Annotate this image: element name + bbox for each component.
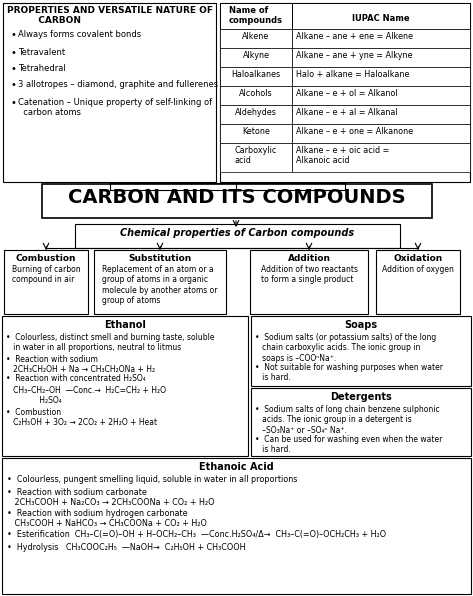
Text: Catenation – Unique property of self-linking of
  carbon atoms: Catenation – Unique property of self-lin… — [18, 98, 212, 117]
Text: Alkane – ane + ene = Alkene: Alkane – ane + ene = Alkene — [296, 32, 413, 41]
Text: Ketone: Ketone — [242, 127, 270, 136]
Text: Tetravalent: Tetravalent — [18, 48, 65, 57]
Text: Detergents: Detergents — [330, 392, 392, 402]
Text: Aldehydes: Aldehydes — [235, 108, 277, 117]
Text: Combustion: Combustion — [16, 254, 76, 263]
Text: Oxidation: Oxidation — [394, 254, 443, 263]
Bar — [376, 250, 460, 314]
Text: •  Can be used for washing even when the water
   is hard.: • Can be used for washing even when the … — [255, 435, 442, 454]
Text: •: • — [10, 64, 16, 74]
Bar — [220, 3, 292, 29]
Text: Alkane – e + al = Alkanal: Alkane – e + al = Alkanal — [296, 108, 398, 117]
Bar — [4, 250, 88, 314]
Bar — [250, 250, 368, 314]
Text: Burning of carbon
compound in air: Burning of carbon compound in air — [12, 265, 80, 284]
Bar — [292, 3, 470, 29]
Text: •  Reaction with sodium
   2CH₃CH₂OH + Na → CH₃CH₂ONa + H₂: • Reaction with sodium 2CH₃CH₂OH + Na → … — [6, 355, 155, 374]
Text: •  Reaction with concentrated H₂SO₄: • Reaction with concentrated H₂SO₄ — [6, 374, 146, 383]
Text: •  Hydrolysis   CH₃COOC₂H₅  —NaOH→  C₂H₅OH + CH₃COOH: • Hydrolysis CH₃COOC₂H₅ —NaOH→ C₂H₅OH + … — [7, 543, 245, 552]
Text: IUPAC Name: IUPAC Name — [352, 14, 410, 23]
Text: Alkane – e + oic acid =
Alkanoic acid: Alkane – e + oic acid = Alkanoic acid — [296, 146, 389, 166]
Bar — [220, 86, 292, 105]
Text: •  Sodium salts (or potassium salts) of the long
   chain carboxylic acids. The : • Sodium salts (or potassium salts) of t… — [255, 333, 436, 363]
Bar — [292, 143, 470, 172]
Text: Substitution: Substitution — [128, 254, 192, 263]
Text: Addition of oxygen: Addition of oxygen — [382, 265, 454, 274]
Text: Soaps: Soaps — [344, 320, 377, 330]
Text: Alkyne: Alkyne — [243, 51, 270, 60]
Bar — [292, 124, 470, 143]
Text: Always forms covalent bonds: Always forms covalent bonds — [18, 30, 141, 39]
Text: •: • — [10, 98, 16, 108]
Bar — [94, 250, 226, 314]
Text: Carboxylic
acid: Carboxylic acid — [235, 146, 277, 166]
Bar — [220, 143, 292, 172]
Text: Alkane – e + one = Alkanone: Alkane – e + one = Alkanone — [296, 127, 413, 136]
Text: •: • — [10, 48, 16, 58]
Bar — [2, 458, 471, 594]
Text: Name of
compounds: Name of compounds — [229, 6, 283, 26]
Text: •: • — [10, 30, 16, 40]
Text: •  Reaction with sodium carbonate
   2CH₃COOH + Na₂CO₃ → 2CH₃COONa + CO₂ + H₂O: • Reaction with sodium carbonate 2CH₃COO… — [7, 488, 214, 507]
Bar — [220, 124, 292, 143]
Bar — [2, 316, 248, 456]
Bar — [292, 67, 470, 86]
Bar — [292, 105, 470, 124]
Text: •  Colourless, pungent smelling liquid, soluble in water in all proportions: • Colourless, pungent smelling liquid, s… — [7, 475, 298, 484]
Text: •  Not suitable for washing purposes when water
   is hard.: • Not suitable for washing purposes when… — [255, 363, 443, 383]
Text: Alcohols: Alcohols — [239, 89, 273, 98]
Text: Alkene: Alkene — [242, 32, 270, 41]
Text: CARBON AND ITS COMPOUNDS: CARBON AND ITS COMPOUNDS — [68, 188, 406, 207]
Bar — [292, 86, 470, 105]
Text: Alkane – ane + yne = Alkyne: Alkane – ane + yne = Alkyne — [296, 51, 412, 60]
Bar — [220, 3, 470, 182]
Text: Ethanol: Ethanol — [104, 320, 146, 330]
Text: Ethanoic Acid: Ethanoic Acid — [199, 462, 274, 472]
Text: Haloalkanes: Haloalkanes — [231, 70, 280, 79]
Text: PROPERTIES AND VERSATILE NATURE OF
          CARBON: PROPERTIES AND VERSATILE NATURE OF CARBO… — [7, 6, 212, 26]
Bar — [220, 67, 292, 86]
Bar — [75, 224, 400, 248]
Text: •: • — [10, 80, 16, 90]
Text: Halo + alkane = Haloalkane: Halo + alkane = Haloalkane — [296, 70, 409, 79]
Text: Alkane – e + ol = Alkanol: Alkane – e + ol = Alkanol — [296, 89, 398, 98]
Bar — [42, 184, 432, 218]
Text: Addition: Addition — [288, 254, 331, 263]
Bar — [251, 316, 471, 386]
Text: •  Sodium salts of long chain benzene sulphonic
   acids. The ionic group in a d: • Sodium salts of long chain benzene sul… — [255, 405, 439, 435]
Bar — [220, 105, 292, 124]
Bar — [251, 388, 471, 456]
Text: 3 allotropes – diamond, graphite and fullerenes: 3 allotropes – diamond, graphite and ful… — [18, 80, 218, 89]
Text: Tetrahedral: Tetrahedral — [18, 64, 66, 73]
Text: •  Esterification  CH₃–C(=O)–OH + H–OCH₂–CH₃  —Conc.H₂SO₄/Δ→  CH₃–C(=O)–OCH₂CH₃ : • Esterification CH₃–C(=O)–OH + H–OCH₂–C… — [7, 530, 386, 539]
Bar — [292, 29, 470, 48]
Text: Replacement of an atom or a
group of atoms in a organic
molecule by another atom: Replacement of an atom or a group of ato… — [102, 265, 218, 305]
Text: •  Colourless, distinct smell and burning taste, soluble
   in water in all prop: • Colourless, distinct smell and burning… — [6, 333, 214, 352]
Bar — [292, 48, 470, 67]
Bar — [220, 48, 292, 67]
Text: •  Reaction with sodium hydrogen carbonate
   CH₃COOH + NaHCO₃ → CH₃COONa + CO₂ : • Reaction with sodium hydrogen carbonat… — [7, 509, 207, 529]
Text: Addition of two reactants
to form a single product: Addition of two reactants to form a sing… — [261, 265, 358, 284]
Bar — [3, 3, 216, 182]
Text: Chemical properties of Carbon compounds: Chemical properties of Carbon compounds — [121, 228, 355, 238]
Text: •  Combustion
   C₂H₅OH + 3O₂ → 2CO₂ + 2H₂O + Heat: • Combustion C₂H₅OH + 3O₂ → 2CO₂ + 2H₂O … — [6, 408, 157, 427]
Text: CH₃–CH₂–OH  —Conc.→  H₂C=CH₂ + H₂O
              H₂SO₄: CH₃–CH₂–OH —Conc.→ H₂C=CH₂ + H₂O H₂SO₄ — [6, 386, 166, 405]
Bar — [220, 29, 292, 48]
